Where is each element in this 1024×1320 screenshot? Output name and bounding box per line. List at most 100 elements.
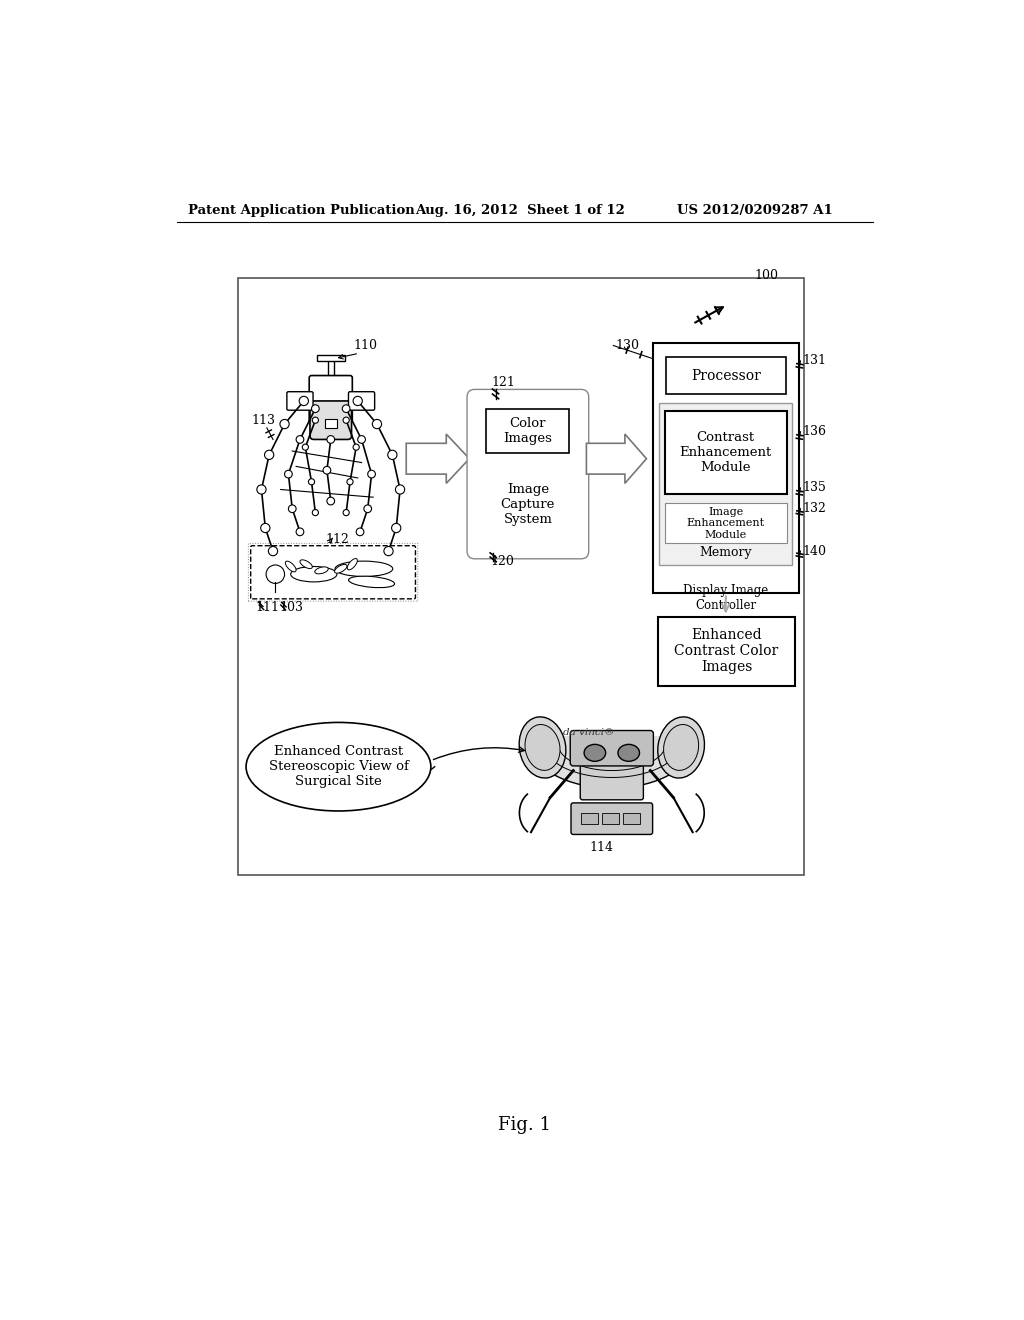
Circle shape <box>312 417 318 424</box>
Circle shape <box>388 450 397 459</box>
Bar <box>665 411 786 494</box>
FancyBboxPatch shape <box>570 730 653 766</box>
Circle shape <box>285 470 292 478</box>
Ellipse shape <box>664 725 698 771</box>
Polygon shape <box>587 434 646 483</box>
Ellipse shape <box>286 561 296 572</box>
Text: 120: 120 <box>490 554 514 568</box>
Circle shape <box>311 405 319 413</box>
Text: Aug. 16, 2012  Sheet 1 of 12: Aug. 16, 2012 Sheet 1 of 12 <box>416 205 626 218</box>
Ellipse shape <box>335 565 347 573</box>
Bar <box>652 343 799 594</box>
Text: Patent Application Publication: Patent Application Publication <box>188 205 415 218</box>
Text: 140: 140 <box>803 545 826 557</box>
FancyBboxPatch shape <box>310 401 351 440</box>
Text: 121: 121 <box>492 376 515 388</box>
Circle shape <box>302 444 308 450</box>
Circle shape <box>347 479 353 484</box>
FancyBboxPatch shape <box>309 376 352 422</box>
Ellipse shape <box>300 560 312 569</box>
Bar <box>667 358 785 395</box>
Circle shape <box>343 417 349 424</box>
Text: 113: 113 <box>252 414 275 428</box>
Ellipse shape <box>584 744 605 762</box>
Bar <box>325 418 337 428</box>
Circle shape <box>264 450 273 459</box>
Circle shape <box>353 396 362 405</box>
Circle shape <box>312 510 318 516</box>
Text: Enhanced
Contrast Color
Images: Enhanced Contrast Color Images <box>675 628 778 675</box>
Ellipse shape <box>519 717 566 777</box>
Circle shape <box>353 444 359 450</box>
Circle shape <box>395 484 404 494</box>
Circle shape <box>373 420 382 429</box>
Circle shape <box>343 510 349 516</box>
Ellipse shape <box>291 566 337 582</box>
Text: 114: 114 <box>590 841 613 854</box>
Ellipse shape <box>525 725 560 771</box>
Polygon shape <box>407 434 469 483</box>
Circle shape <box>308 479 314 484</box>
Bar <box>665 503 786 544</box>
FancyBboxPatch shape <box>571 803 652 834</box>
Text: Enhanced Contrast
Stereoscopic View of
Surgical Site: Enhanced Contrast Stereoscopic View of S… <box>268 746 409 788</box>
Circle shape <box>327 498 335 506</box>
Circle shape <box>280 420 289 429</box>
Bar <box>658 616 795 686</box>
Text: 130: 130 <box>615 339 640 352</box>
FancyBboxPatch shape <box>467 389 589 558</box>
Polygon shape <box>531 737 692 788</box>
Ellipse shape <box>335 561 393 577</box>
Circle shape <box>364 504 372 512</box>
Bar <box>486 409 569 453</box>
Ellipse shape <box>246 722 431 810</box>
Circle shape <box>268 546 278 556</box>
Circle shape <box>261 523 270 532</box>
Text: Memory: Memory <box>699 546 752 560</box>
Circle shape <box>342 405 350 413</box>
Circle shape <box>384 546 393 556</box>
Text: 103: 103 <box>280 601 303 614</box>
FancyBboxPatch shape <box>581 760 643 800</box>
Bar <box>602 813 618 825</box>
Circle shape <box>299 396 308 405</box>
Ellipse shape <box>314 566 329 574</box>
Ellipse shape <box>347 558 357 570</box>
Circle shape <box>368 470 376 478</box>
Text: Contrast
Enhancement
Module: Contrast Enhancement Module <box>680 432 772 474</box>
Text: 112: 112 <box>326 533 349 546</box>
FancyBboxPatch shape <box>348 392 375 411</box>
Circle shape <box>323 466 331 474</box>
Text: 136: 136 <box>803 425 826 438</box>
Circle shape <box>266 565 285 583</box>
Bar <box>239 277 804 875</box>
Ellipse shape <box>348 576 394 587</box>
Bar <box>658 404 792 565</box>
Text: Color
Images: Color Images <box>504 417 552 445</box>
Text: 100: 100 <box>755 269 778 282</box>
Text: Processor: Processor <box>691 368 761 383</box>
Text: Image
Capture
System: Image Capture System <box>501 483 555 527</box>
Text: da vinci®: da vinci® <box>563 727 614 737</box>
Circle shape <box>296 528 304 536</box>
Text: Fig. 1: Fig. 1 <box>499 1115 551 1134</box>
Bar <box>316 355 345 360</box>
Circle shape <box>357 436 366 444</box>
Ellipse shape <box>657 717 705 777</box>
FancyBboxPatch shape <box>251 545 416 599</box>
Text: 135: 135 <box>803 482 826 495</box>
Text: 111: 111 <box>255 601 280 614</box>
Text: Display Image
Controller: Display Image Controller <box>683 585 768 612</box>
Bar <box>623 813 640 825</box>
Text: 132: 132 <box>803 502 826 515</box>
Text: US 2012/0209287 A1: US 2012/0209287 A1 <box>677 205 833 218</box>
Bar <box>581 813 598 825</box>
Bar <box>328 359 334 378</box>
Circle shape <box>391 523 400 532</box>
Circle shape <box>257 484 266 494</box>
Circle shape <box>327 436 335 444</box>
Text: 131: 131 <box>803 354 826 367</box>
Text: 110: 110 <box>354 339 378 352</box>
Ellipse shape <box>617 744 640 762</box>
Circle shape <box>296 436 304 444</box>
